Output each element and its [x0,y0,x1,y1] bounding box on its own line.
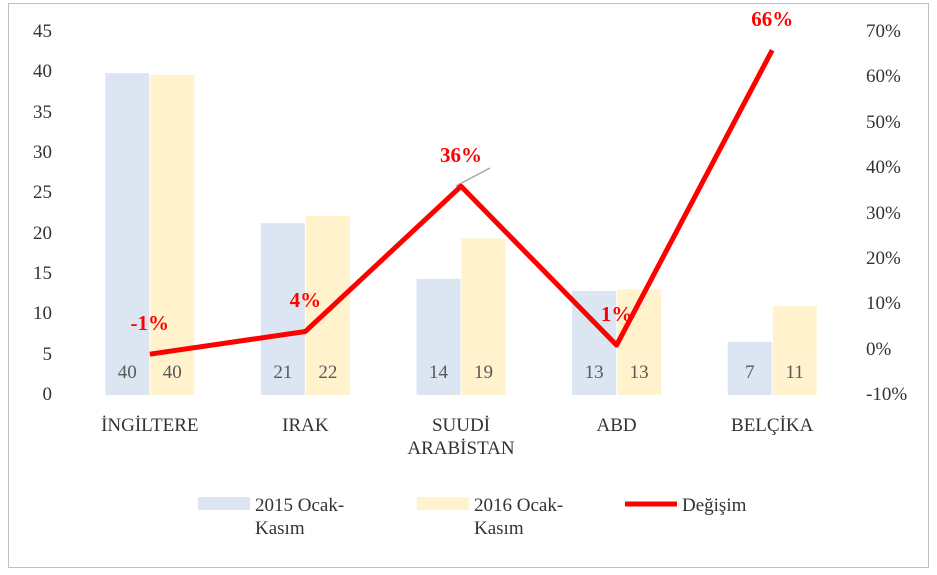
line-value-label: 4% [289,288,322,313]
y-tick-label: 10 [33,303,52,325]
y-tick-label: 40 [33,61,52,83]
y-tick-label: 5 [42,343,53,365]
leader-line [455,167,491,187]
bar-value-label: 13 [629,362,649,383]
line-value-label: 1% [600,302,633,327]
bar [416,278,461,395]
bar-value-label: 40 [117,362,137,383]
x-tick-label: ABD [596,415,637,436]
bar-value-label: 21 [273,362,293,383]
x-tick-label: İNGİLTERE [101,415,199,436]
bar-value-label: 14 [429,362,448,383]
legend-label: Değişim [682,495,747,516]
bar-value-label: 40 [162,362,182,383]
x-tick-label: IRAK [282,415,329,436]
y2-tick-label: 30% [866,202,901,224]
y-tick-label: 35 [33,101,52,123]
y2-tick-label: -10% [866,384,908,405]
line-series [149,48,775,357]
bar [772,306,817,395]
y-tick-label: 30 [33,142,52,163]
y-tick-label: 20 [33,222,52,244]
legend-label: 2015 Ocak-Kasım [255,495,345,539]
bar-value-label: 7 [744,362,755,383]
y-tick-label: 15 [33,263,52,284]
bar [260,223,305,395]
chart-border [8,3,929,568]
bar [150,74,195,396]
legend-swatch [417,497,469,510]
legend-swatch [198,497,250,510]
y-tick-label: 45 [33,21,52,42]
y-tick-label: 25 [33,182,52,204]
bar-value-label: 19 [474,362,493,383]
y2-tick-label: 50% [866,111,901,133]
y2-tick-label: 60% [866,66,901,88]
bar-value-label: 13 [584,362,604,383]
bar-value-label: 22 [318,362,338,383]
y2-tick-label: 10% [866,293,901,315]
y2-tick-label: 0% [866,338,892,360]
line-value-label: 66% [751,7,794,32]
line-value-label: 36% [440,143,482,168]
bar [727,341,772,395]
x-tick-label: BELÇİKA [731,415,814,436]
bar-value-label: 11 [785,362,804,383]
y-tick-label: 0 [42,384,53,405]
bar [305,215,350,395]
y2-tick-label: 20% [866,247,901,269]
bar [461,238,506,395]
line-value-label: -1% [130,311,170,336]
bar [105,73,150,395]
y2-tick-label: 70% [866,21,901,42]
legend-label: 2016 Ocak-Kasım [474,495,564,539]
y2-tick-label: 40% [866,157,901,179]
x-tick-label: SUUDİ ARABİSTAN [407,415,515,459]
